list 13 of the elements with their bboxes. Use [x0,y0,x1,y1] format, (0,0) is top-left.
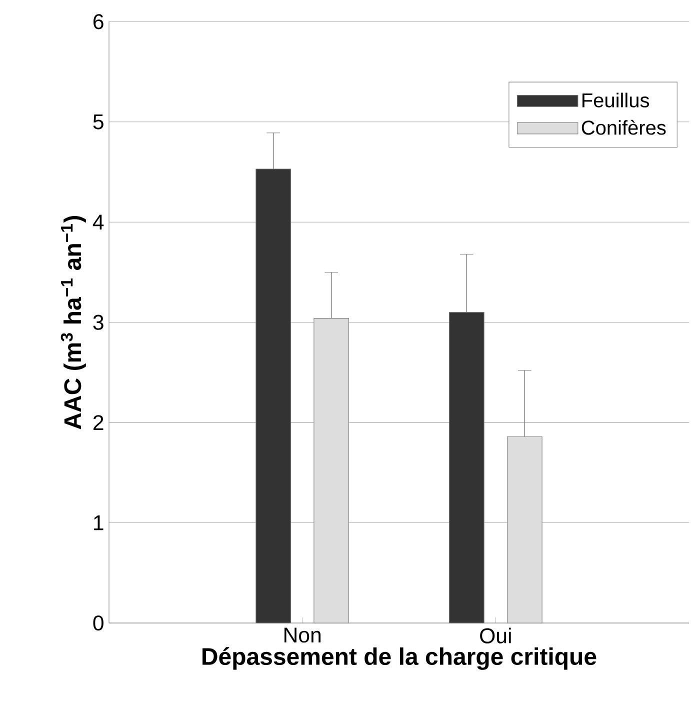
x-axis-title: Dépassement de la charge critique [202,647,596,670]
x-tick-label: Non [284,628,321,643]
x-tick-label: Oui [480,628,511,644]
y-axis-title: AAC (m$^{3}$ ha$^{−1}$ an$^{−1}$) [60,216,86,430]
y-tick-label: 5 [93,114,104,130]
y-tick-label: 0 [93,615,104,631]
y-tick-label: 2 [93,415,104,430]
legend-label: Conifères [582,120,666,135]
y-tick-label: 4 [92,214,104,230]
y-tick-label: 6 [94,14,104,30]
y-tick-label: 1 [94,515,104,530]
y-tick-label: 3 [93,314,104,330]
legend-label: Feuillus [582,92,650,108]
